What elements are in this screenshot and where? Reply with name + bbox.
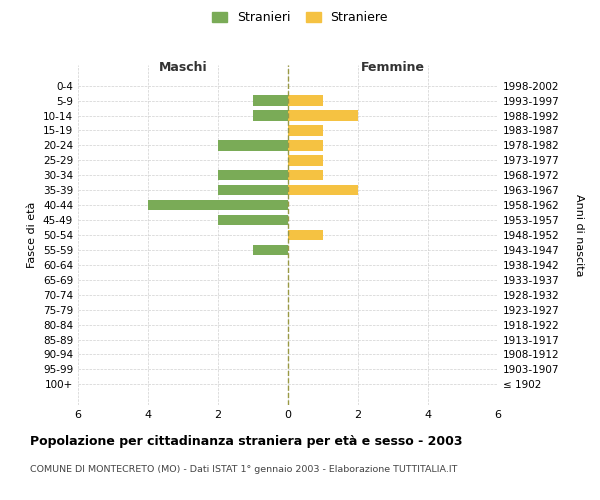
Bar xyxy=(218,170,288,180)
Y-axis label: Fasce di età: Fasce di età xyxy=(28,202,37,268)
Text: COMUNE DI MONTECRETO (MO) - Dati ISTAT 1° gennaio 2003 - Elaborazione TUTTITALIA: COMUNE DI MONTECRETO (MO) - Dati ISTAT 1… xyxy=(30,465,457,474)
Text: Popolazione per cittadinanza straniera per età e sesso - 2003: Popolazione per cittadinanza straniera p… xyxy=(30,435,463,448)
Legend: Stranieri, Straniere: Stranieri, Straniere xyxy=(207,6,393,29)
Bar xyxy=(218,140,288,150)
Bar xyxy=(288,230,323,240)
Bar xyxy=(288,140,323,150)
Bar xyxy=(253,96,288,106)
Bar xyxy=(148,200,288,210)
Bar xyxy=(288,170,323,180)
Text: Femmine: Femmine xyxy=(361,60,425,74)
Y-axis label: Anni di nascita: Anni di nascita xyxy=(574,194,584,276)
Bar xyxy=(218,215,288,226)
Bar xyxy=(288,110,358,121)
Bar xyxy=(218,185,288,196)
Bar xyxy=(288,185,358,196)
Bar xyxy=(288,126,323,136)
Bar xyxy=(288,155,323,166)
Text: Maschi: Maschi xyxy=(158,60,208,74)
Bar xyxy=(288,96,323,106)
Bar xyxy=(253,110,288,121)
Bar xyxy=(253,244,288,255)
